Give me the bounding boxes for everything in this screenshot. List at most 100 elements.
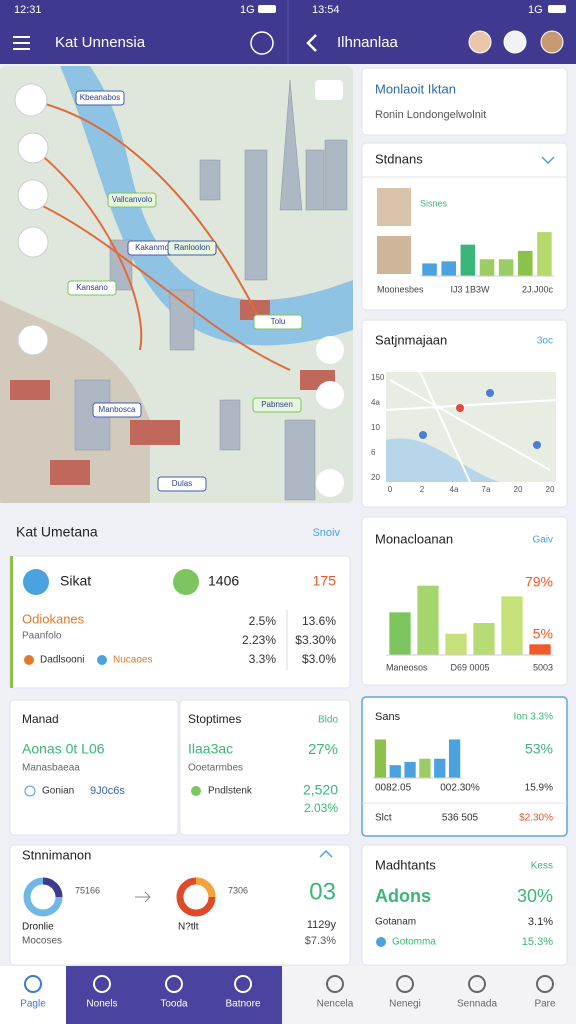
nav-active — [0, 966, 66, 1024]
axis-label: 6 — [371, 448, 376, 457]
card-title: Monacloanan — [375, 531, 453, 546]
card-link[interactable]: Gaiv — [532, 535, 553, 546]
map-label-box[interactable] — [252, 397, 302, 413]
map-label-box[interactable] — [107, 192, 157, 208]
card — [179, 699, 351, 836]
row-value: 13.6% — [302, 614, 336, 628]
map-label: Kbeanabos — [80, 93, 120, 102]
card-title: Monlaoit Iktan — [375, 81, 456, 96]
bar — [537, 232, 552, 276]
section-title: Kat Umetana — [16, 524, 98, 540]
nav-icon[interactable] — [468, 975, 486, 993]
row-value: 2.5% — [249, 614, 277, 628]
legend: Dadlsooni — [40, 655, 84, 666]
nav-icon[interactable] — [24, 975, 42, 993]
card-link[interactable]: 3oc — [537, 336, 553, 347]
caption: N?tlt — [178, 922, 199, 933]
chart-label: IJ3 1B3W — [450, 284, 490, 294]
map-label: Tolu — [271, 317, 286, 326]
nav-label: Tooda — [160, 999, 188, 1010]
dot — [24, 785, 36, 797]
compass-button[interactable] — [250, 31, 274, 55]
map-label: Vallcanvolo — [112, 195, 153, 204]
card — [361, 67, 568, 136]
nav-label: Pagle — [20, 999, 46, 1010]
axis-label: 20 — [546, 485, 555, 494]
collapse-icon[interactable] — [319, 849, 333, 858]
axis-label: 4a — [371, 398, 380, 407]
caption: Dronlie — [22, 922, 54, 933]
row-label: Gotanam — [375, 917, 416, 928]
card-title: Manad — [22, 712, 59, 726]
map-label: Ranloolon — [174, 243, 210, 252]
caption: Ooetarmbes — [188, 763, 243, 774]
donut-segment — [42, 877, 63, 898]
nav-label: Nenegi — [389, 999, 421, 1010]
card-link[interactable]: Ion 3.3% — [514, 712, 554, 723]
card — [9, 699, 179, 836]
card-link[interactable]: Kess — [531, 861, 553, 872]
map-label-box[interactable] — [157, 476, 207, 492]
map-label: Manbosca — [99, 405, 136, 414]
card-title: Satjnmajaan — [375, 332, 447, 347]
nav-label: Pare — [534, 999, 556, 1010]
nav-label: Sennada — [457, 999, 497, 1010]
map-label-box[interactable] — [75, 90, 125, 106]
bar — [374, 739, 387, 778]
nav-icon[interactable] — [165, 975, 183, 993]
map-label-box[interactable] — [167, 240, 217, 256]
avatar[interactable] — [540, 30, 564, 54]
bar — [441, 261, 456, 276]
status-time: 13:54 — [312, 4, 340, 16]
photo — [377, 236, 411, 274]
avatar[interactable] — [468, 30, 492, 54]
status-time: 12:31 — [14, 4, 42, 16]
nav-icon[interactable] — [536, 975, 554, 993]
value: 175 — [313, 573, 337, 589]
row-value: $3.0% — [302, 652, 336, 666]
nav-icon[interactable] — [396, 975, 414, 993]
row-value: 2.23% — [242, 633, 276, 647]
status-signal: 1G — [240, 4, 255, 16]
header-title: Ilhnanlaa — [337, 34, 399, 51]
nav-icon[interactable] — [234, 975, 252, 993]
nav-label: Batnore — [225, 999, 260, 1010]
map-label-box[interactable] — [67, 280, 117, 296]
map[interactable] — [0, 66, 353, 503]
subtitle: Odiokanes — [22, 611, 85, 626]
card-title: Stoptimes — [188, 712, 241, 726]
axis-label: 7a — [482, 485, 491, 494]
card-link[interactable]: Bldo — [318, 715, 338, 726]
item: Gonian — [42, 786, 74, 797]
back-button[interactable] — [306, 34, 317, 52]
value: 1406 — [208, 573, 239, 589]
header-title: Kat Unnensia — [55, 34, 146, 51]
bar — [518, 250, 533, 276]
card-title: Sans — [375, 711, 401, 723]
percent: 27% — [308, 741, 338, 758]
expand-icon[interactable] — [541, 156, 555, 165]
nav-icon[interactable] — [93, 975, 111, 993]
row-label: Gotomma — [392, 937, 436, 948]
stat: 5% — [533, 626, 553, 642]
section-link[interactable]: Snoiv — [312, 527, 340, 539]
big-value: 03 — [309, 878, 336, 905]
card-title: Madhtants — [375, 857, 436, 872]
stat: 30% — [517, 886, 553, 906]
map-label-box[interactable] — [253, 314, 303, 330]
nav-icon[interactable] — [326, 975, 344, 993]
row-value: $2.30% — [519, 813, 553, 824]
caption: Manasbaeaa — [22, 763, 80, 774]
value: 75166 — [75, 885, 100, 895]
mini-map — [385, 371, 557, 483]
menu-icon[interactable] — [13, 36, 30, 50]
map-label: Pabnsen — [261, 400, 293, 409]
axis-label: 2 — [420, 485, 425, 494]
value: 1129y — [307, 919, 337, 931]
map-label-box[interactable] — [92, 402, 142, 418]
chart-label: 5003 — [533, 662, 553, 672]
bar — [445, 633, 467, 655]
item-value: 9J0c6s — [90, 785, 125, 797]
avatar[interactable] — [503, 30, 527, 54]
bar — [448, 739, 461, 778]
